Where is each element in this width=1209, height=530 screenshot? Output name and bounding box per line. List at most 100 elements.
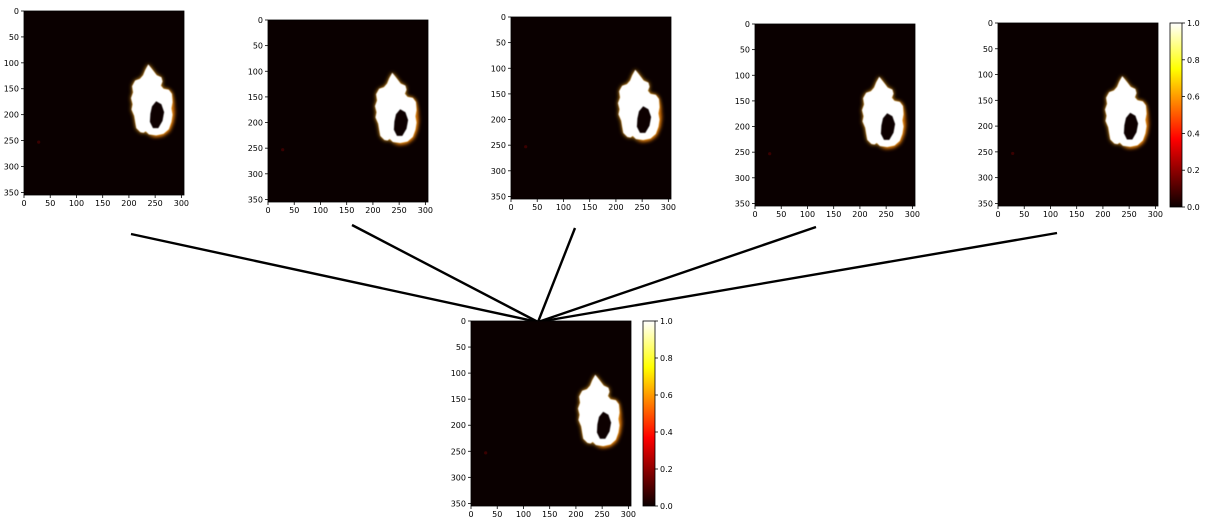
y-tick-label: 200	[978, 122, 993, 131]
colorbar-tick-label: 0.2	[1187, 166, 1200, 175]
x-tick-label: 250	[1122, 210, 1137, 219]
y-tick-label: 350	[735, 199, 750, 208]
heatmap-blob-hole	[596, 411, 612, 439]
colorbar-tick-label: 1.0	[1187, 19, 1200, 28]
y-tick-label: 100	[4, 59, 19, 68]
y-tick-label: 300	[4, 162, 19, 171]
heatmap-frame	[754, 23, 916, 207]
x-tick-label: 50	[532, 203, 542, 212]
heatmap-blob-hole	[880, 113, 896, 140]
x-tick-label: 0	[752, 210, 757, 219]
y-tick-label: 350	[491, 192, 506, 201]
colorbar-tick-label: 0.8	[660, 354, 673, 363]
x-tick-label: 150	[826, 210, 841, 219]
y-tick-label: 200	[735, 123, 750, 132]
x-tick-label: 300	[621, 510, 636, 519]
heatmap-frame	[23, 10, 185, 196]
x-tick-label: 300	[174, 199, 189, 208]
y-tick-label: 150	[4, 85, 19, 94]
heatmap-blob-hole	[149, 101, 165, 129]
x-tick-label: 250	[148, 199, 163, 208]
heatmap-faint-dot	[484, 451, 488, 455]
colorbar-gradient	[1169, 22, 1183, 208]
y-tick-label: 50	[9, 33, 19, 42]
y-tick-label: 350	[978, 199, 993, 208]
y-tick-label: 100	[491, 64, 506, 73]
heatmap-panel-4: 0 50 100 150 200 250 300 0 50 100 150 200 250 300 350	[735, 20, 920, 219]
y-tick-label: 0	[14, 7, 19, 16]
heatmap-panels: 0 50 100 150 200 250 3000501001502002503003500…	[4, 7, 1200, 519]
x-tick-label: 50	[45, 199, 55, 208]
x-tick-label: 200	[608, 203, 623, 212]
y-tick-label: 150	[978, 96, 993, 105]
y-tick-label: 250	[978, 148, 993, 157]
heatmap-frame	[997, 22, 1159, 207]
y-tick-label: 200	[451, 421, 466, 430]
y-tick-label: 200	[4, 111, 19, 120]
y-tick-label: 150	[735, 97, 750, 106]
y-tick-label: 350	[4, 188, 19, 197]
y-tick-label: 0	[258, 16, 263, 25]
y-tick-label: 50	[456, 343, 466, 352]
colorbar-tick-label: 0.6	[1187, 93, 1200, 102]
y-tick-label: 0	[461, 317, 466, 326]
y-tick-label: 50	[983, 45, 993, 54]
x-tick-label: 300	[905, 210, 920, 219]
x-tick-label: 50	[1019, 210, 1029, 219]
heatmap-faint-dot	[281, 148, 285, 152]
x-tick-label: 0	[265, 206, 270, 215]
heatmap-panel-5: 0 50 100 150 200 250 300 0 50 100 150 200 250 300 350 0…	[978, 19, 1200, 219]
connector-line-1	[130, 232, 539, 324]
heatmap-faint-dot	[524, 145, 528, 149]
x-tick-label: 50	[776, 210, 786, 219]
x-tick-label: 150	[339, 206, 354, 215]
colorbar: 0.0 0.2 0.4 0.6 0.8 1.0	[642, 317, 673, 511]
x-tick-label: 200	[121, 199, 136, 208]
colorbar-tick-label: 0.0	[1187, 203, 1200, 212]
connector-lines	[130, 223, 1058, 324]
x-tick-label: 150	[542, 510, 557, 519]
colorbar-gradient	[642, 320, 656, 507]
colorbar-tick-label: 1.0	[660, 317, 673, 326]
y-tick-label: 250	[735, 148, 750, 157]
colorbar: 0.0 0.2 0.4 0.6 0.8 1.0	[1169, 19, 1200, 212]
x-tick-label: 100	[516, 510, 531, 519]
x-tick-label: 100	[313, 206, 328, 215]
x-tick-label: 100	[800, 210, 815, 219]
y-tick-label: 100	[451, 369, 466, 378]
y-tick-label: 250	[248, 144, 263, 153]
colorbar-tick-label: 0.8	[1187, 56, 1200, 65]
heatmap-blob-hole	[393, 109, 409, 136]
y-tick-label: 300	[978, 174, 993, 183]
y-tick-label: 50	[740, 46, 750, 55]
y-tick-label: 0	[501, 13, 506, 22]
heatmap-blob-hole	[636, 106, 652, 133]
x-tick-label: 300	[418, 206, 433, 215]
y-tick-label: 300	[735, 174, 750, 183]
x-tick-label: 250	[879, 210, 894, 219]
y-tick-label: 0	[988, 19, 993, 28]
x-tick-label: 50	[289, 206, 299, 215]
x-tick-label: 200	[365, 206, 380, 215]
y-tick-label: 300	[248, 170, 263, 179]
y-tick-label: 0	[745, 20, 750, 29]
heatmap-faint-dot	[37, 140, 41, 144]
x-tick-label: 200	[852, 210, 867, 219]
colorbar-tick-label: 0.4	[1187, 129, 1200, 138]
heatmap-frame	[267, 19, 429, 203]
y-tick-label: 150	[451, 395, 466, 404]
colorbar-tick-label: 0.6	[660, 391, 673, 400]
colorbar-tick-label: 0.2	[660, 465, 673, 474]
x-tick-label: 100	[556, 203, 571, 212]
connector-line-2	[351, 223, 539, 324]
x-tick-label: 150	[1069, 210, 1084, 219]
x-tick-label: 200	[568, 510, 583, 519]
y-tick-label: 250	[491, 141, 506, 150]
x-tick-label: 150	[95, 199, 110, 208]
y-tick-label: 150	[491, 90, 506, 99]
x-tick-label: 250	[595, 510, 610, 519]
connector-line-3	[536, 227, 577, 323]
y-tick-label: 200	[491, 116, 506, 125]
y-tick-label: 100	[248, 67, 263, 76]
